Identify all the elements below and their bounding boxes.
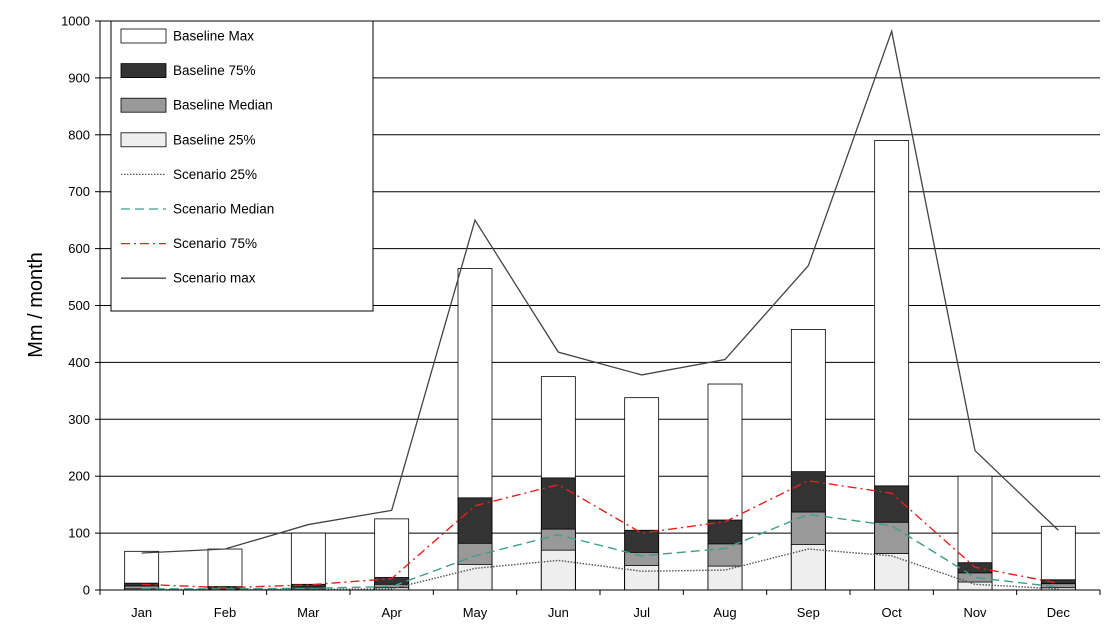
legend-swatch bbox=[120, 63, 167, 78]
legend-swatch bbox=[120, 28, 167, 44]
x-tick-label: Dec bbox=[1047, 605, 1071, 620]
x-tick-labels: Jan Feb Mar Apr May Jun Jul Aug Sep Oct Nov Dec bbox=[131, 605, 1070, 620]
x-tick-label: Apr bbox=[382, 605, 403, 620]
bar-baseline-25- bbox=[707, 565, 743, 591]
x-tick-label: Mar bbox=[297, 605, 320, 620]
y-tick-label: 500 bbox=[68, 298, 90, 313]
y-tick-label: 600 bbox=[68, 241, 90, 256]
x-tick-label: Nov bbox=[963, 605, 987, 620]
bar-baseline-25- bbox=[540, 549, 576, 591]
legend-label: Baseline 25% bbox=[173, 132, 256, 147]
y-tick-label: 400 bbox=[68, 355, 90, 370]
y-tick-label: 0 bbox=[83, 583, 90, 598]
line-scenario-max bbox=[141, 28, 1059, 554]
legend-swatch bbox=[120, 132, 167, 148]
y-tick-label: 900 bbox=[68, 70, 90, 85]
y-tick-label: 800 bbox=[68, 127, 90, 142]
legend-label: Scenario 75% bbox=[173, 236, 257, 251]
x-tick-label: Aug bbox=[713, 605, 736, 620]
x-tick-label: Sep bbox=[797, 605, 820, 620]
legend-swatch bbox=[120, 97, 167, 113]
x-tick-label: Oct bbox=[882, 605, 903, 620]
x-tick-label: Jun bbox=[548, 605, 569, 620]
x-tick-label: Jul bbox=[633, 605, 650, 620]
scenario-lines bbox=[141, 28, 1059, 591]
x-tick-label: May bbox=[463, 605, 488, 620]
legend-label: Scenario 25% bbox=[173, 167, 257, 182]
y-tick-label: 100 bbox=[68, 526, 90, 541]
x-tick-label: Feb bbox=[214, 605, 236, 620]
bar-baseline-max bbox=[290, 532, 326, 591]
bars bbox=[124, 140, 1076, 591]
y-tick-labels: 0 100 200 300 400 500 600 700 800 900 1000 bbox=[61, 14, 90, 598]
legend-label: Baseline Median bbox=[173, 98, 273, 113]
line-scenario-median bbox=[141, 513, 1059, 590]
line-scenario-25- bbox=[141, 548, 1059, 591]
bar-baseline-25- bbox=[457, 563, 493, 591]
x-tick-label: Jan bbox=[131, 605, 152, 620]
y-tick-label: 1000 bbox=[61, 14, 90, 29]
legend-label: Scenario max bbox=[173, 271, 256, 286]
axes bbox=[95, 20, 1101, 595]
bar-baseline-25- bbox=[624, 565, 660, 591]
bar-baseline-25- bbox=[874, 553, 910, 591]
line-scenario-75- bbox=[141, 480, 1059, 589]
y-tick-label: 300 bbox=[68, 412, 90, 427]
bar-baseline-max bbox=[207, 548, 243, 591]
y-tick-label: 700 bbox=[68, 184, 90, 199]
legend: Baseline Max Baseline 75% Baseline Median B… bbox=[110, 20, 374, 312]
y-axis-label: Mm / month bbox=[25, 252, 47, 358]
legend-label: Scenario Median bbox=[173, 202, 274, 217]
legend-label: Baseline Max bbox=[173, 29, 254, 44]
bar-baseline-25- bbox=[957, 581, 993, 591]
legend-label: Baseline 75% bbox=[173, 63, 256, 78]
y-tick-label: 200 bbox=[68, 469, 90, 484]
bar-baseline-25- bbox=[790, 544, 826, 591]
